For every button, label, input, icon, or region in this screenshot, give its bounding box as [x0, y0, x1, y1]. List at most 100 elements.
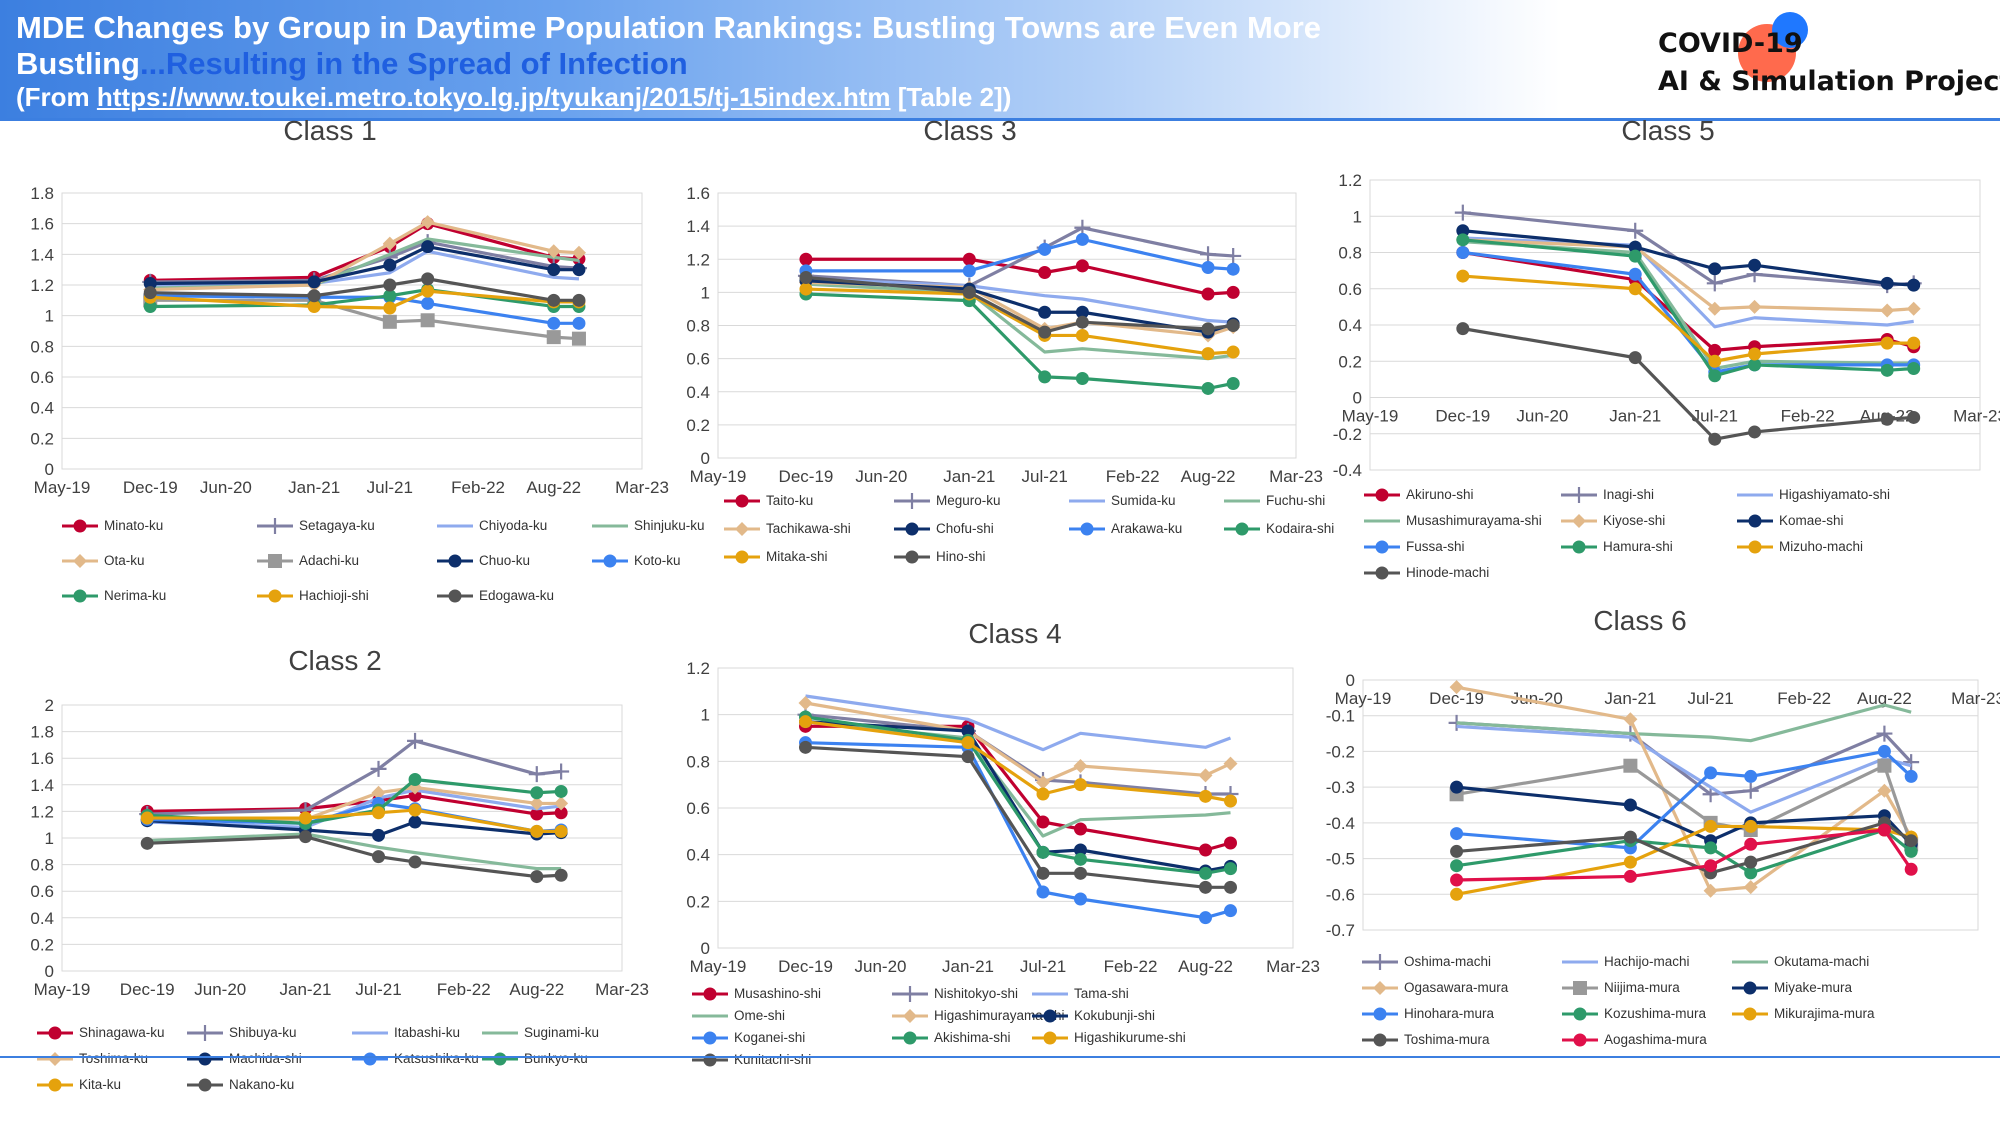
legend-label: Taito-ku: [766, 493, 814, 508]
x-tick-label: Dec-19: [1435, 407, 1490, 426]
data-point: [383, 278, 397, 292]
y-tick-label: -0.2: [1326, 742, 1355, 761]
data-point: [1708, 262, 1722, 276]
x-tick-label: Jan-21: [1609, 407, 1661, 426]
legend-label: Hinode-machi: [1406, 565, 1490, 580]
data-point: [1904, 862, 1918, 876]
data-point: [962, 264, 976, 278]
y-tick-label: -0.7: [1326, 921, 1355, 940]
data-point: [961, 736, 975, 750]
data-point: [572, 293, 586, 307]
legend-marker: [703, 1031, 717, 1045]
data-point: [383, 301, 397, 315]
legend-label: Fussa-shi: [1406, 539, 1465, 554]
legend-marker: [1572, 540, 1586, 554]
legend-swatch: [724, 494, 760, 508]
legend-swatch: [592, 524, 628, 528]
legend-marker: [1743, 981, 1757, 995]
data-point: [382, 236, 397, 251]
y-tick-label: 0.2: [686, 892, 710, 911]
data-point: [1199, 789, 1212, 803]
data-point: [420, 215, 435, 230]
y-tick-label: 0.2: [1338, 352, 1362, 371]
y-tick-label: 0.4: [686, 846, 710, 865]
legend-marker: [197, 1025, 213, 1041]
legend-label: Kiyose-shi: [1603, 513, 1666, 528]
legend-label: Tachikawa-shi: [766, 521, 851, 536]
legend-marker: [1573, 1007, 1587, 1021]
legend-swatch: [1069, 522, 1105, 536]
legend-label: Hachioji-shi: [299, 588, 369, 603]
legend-swatch: [1224, 522, 1260, 536]
legend-swatch: [1732, 960, 1768, 964]
legend-label: Suginami-ku: [524, 1025, 600, 1040]
data-point: [1904, 769, 1918, 783]
x-tick-label: Aug-22: [509, 980, 564, 999]
data-point: [1748, 258, 1762, 272]
data-point: [1454, 204, 1471, 221]
data-point: [1199, 911, 1212, 925]
chart-title: Class 6: [1593, 605, 1687, 636]
legend-swatch: [892, 1031, 928, 1045]
data-point: [1225, 247, 1242, 264]
source-line: (From https://www.toukei.metro.tokyo.lg.…: [16, 82, 1011, 113]
series-arakawa-ku: [799, 232, 1240, 278]
data-point: [1880, 412, 1894, 426]
data-point: [1907, 362, 1921, 375]
legend-swatch: [894, 493, 930, 509]
legend-label: Hachijo-machi: [1604, 954, 1690, 969]
data-point: [1075, 372, 1089, 385]
legend-label: Arakawa-ku: [1111, 521, 1183, 536]
legend-marker: [1748, 540, 1762, 554]
data-point: [1074, 852, 1087, 866]
data-point: [1628, 249, 1642, 263]
x-tick-label: Mar-23: [595, 980, 649, 999]
series-aogashima-mura: [1450, 823, 1918, 887]
data-point: [420, 313, 435, 328]
legend-marker: [268, 589, 282, 603]
legend-label: Aogashima-mura: [1604, 1032, 1707, 1047]
data-point: [1038, 266, 1052, 279]
data-point: [1708, 369, 1722, 383]
source-prefix: (From: [16, 82, 97, 112]
legend-label: Shinjuku-ku: [634, 518, 705, 533]
legend-label: Niijima-mura: [1604, 980, 1680, 995]
legend-label: Higashimurayama-shi: [934, 1008, 1065, 1023]
y-tick-label: 0.4: [686, 383, 710, 402]
y-tick-label: 1: [1353, 207, 1362, 226]
legend-label: Komae-shi: [1779, 513, 1844, 528]
x-tick-label: Mar-23: [1269, 467, 1323, 486]
data-point: [1456, 322, 1470, 336]
data-point: [1704, 859, 1718, 873]
data-point: [1703, 883, 1718, 898]
data-point: [1075, 315, 1089, 329]
data-point: [1224, 836, 1237, 850]
legend-label: Higashikurume-shi: [1074, 1030, 1186, 1045]
legend-swatch: [257, 554, 293, 568]
data-point: [1623, 855, 1637, 869]
legend-swatch: [352, 1031, 388, 1035]
y-tick-label: 0.4: [30, 909, 54, 928]
x-tick-label: Jul-21: [1020, 957, 1066, 976]
data-point: [1226, 345, 1240, 359]
legend-swatch: [1562, 981, 1598, 995]
chart-class2: Class 2 0 0.2 0.4 0.6 0.8 1 1.2 1.4 1.6 1.8 2 May-19…: [0, 640, 660, 1120]
source-link[interactable]: https://www.toukei.metro.tokyo.lg.jp/tyu…: [96, 82, 891, 112]
data-point: [1201, 287, 1215, 301]
y-tick-label: 1: [45, 307, 54, 326]
data-point: [530, 786, 544, 800]
data-point: [1903, 754, 1920, 771]
x-tick-label: Dec-19: [1429, 689, 1484, 708]
data-point: [1198, 768, 1213, 783]
legend-marker: [1573, 981, 1587, 995]
legend-label: Koganei-shi: [734, 1030, 806, 1045]
data-point: [799, 252, 813, 266]
series-line: [1462, 250, 1914, 374]
data-point: [372, 828, 386, 842]
legend-swatch: [724, 550, 760, 564]
data-point: [547, 263, 561, 277]
data-point: [1877, 744, 1891, 758]
data-point: [571, 245, 586, 260]
legend-marker: [1235, 522, 1249, 536]
series-edogawa-ku: [143, 272, 586, 307]
